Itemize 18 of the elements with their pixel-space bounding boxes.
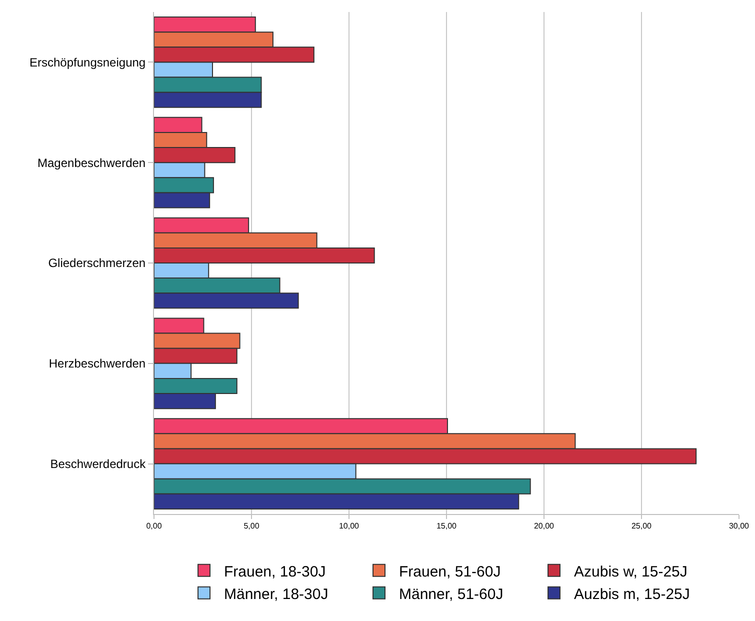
x-tick-label: 15,00: [436, 522, 458, 531]
x-tick-label: 5,00: [244, 522, 260, 531]
legend-label: Männer, 18-30J: [224, 586, 328, 603]
y-tick-label: Magenbeschwerden: [38, 156, 146, 170]
legend-label: Männer, 51-60J: [399, 586, 504, 603]
legend-label: Azubis w, 15-25J: [574, 563, 688, 580]
legend-label: Frauen, 51-60J: [399, 563, 501, 580]
x-tick-label: 30,00: [728, 522, 750, 531]
legend-label: Frauen, 18-30J: [224, 563, 326, 580]
x-tick-label: 20,00: [534, 522, 555, 531]
y-tick-label: Herzbeschwerden: [48, 356, 146, 371]
y-tick-label: Beschwerdedruck: [50, 457, 147, 471]
x-tick-label: 10,00: [338, 522, 360, 531]
y-tick-label: Gliederschmerzen: [48, 256, 146, 270]
x-tick-label: 0,00: [146, 522, 162, 531]
y-tick-label: Erschöpfungsneigung: [30, 55, 146, 70]
x-tick-label: 25,00: [631, 522, 652, 531]
legend-label: Auzbis m, 15-25J: [574, 586, 690, 603]
